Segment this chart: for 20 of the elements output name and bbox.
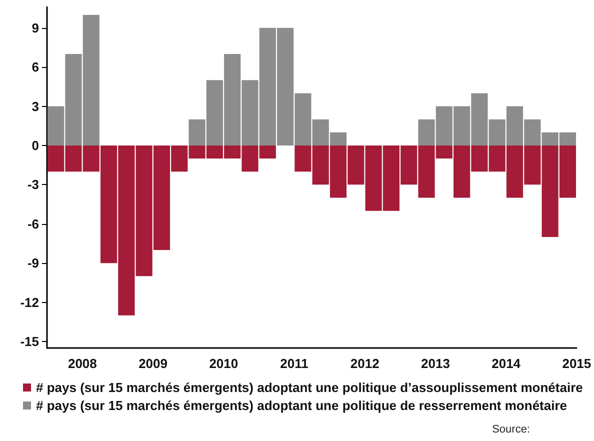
legend-label: # pays (sur 15 marchés émergents) adoptant une politique de resserrement monétaire xyxy=(36,398,568,413)
y-tick-label: 9 xyxy=(32,20,39,36)
y-tick-label: 0 xyxy=(32,138,39,153)
y-tick-label: -9 xyxy=(27,256,39,271)
legend-label: # pays (sur 15 marchés émergents) adoptant une politique d’assouplissement monétaire xyxy=(36,380,583,395)
x-tick-label: 2012 xyxy=(350,356,380,371)
y-tick-label: -12 xyxy=(20,294,39,310)
y-tick-label: -15 xyxy=(20,334,39,349)
y-tick-label: 6 xyxy=(32,60,39,75)
x-tick-label: 2015 xyxy=(562,356,592,371)
x-tick-label: 2008 xyxy=(68,356,97,371)
x-tick-label: 2011 xyxy=(280,356,308,371)
y-tick-label: 3 xyxy=(32,98,39,114)
x-tick-label: 2010 xyxy=(209,356,238,371)
y-tick-label: -6 xyxy=(27,216,39,232)
x-tick-label: 2009 xyxy=(138,356,168,371)
y-tick-label: -3 xyxy=(27,177,39,192)
x-tick-label: 2013 xyxy=(420,356,450,371)
x-tick-label: 2014 xyxy=(492,356,522,371)
source-note: Source: xyxy=(492,424,530,436)
